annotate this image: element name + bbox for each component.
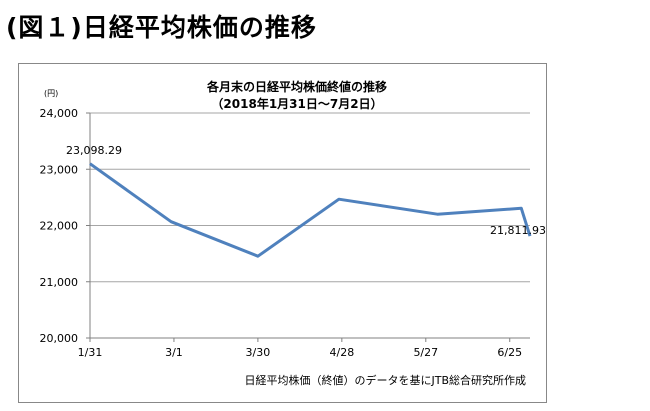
source-note: 日経平均株価（終値）のデータを基にJTB総合研究所作成 [244, 373, 526, 387]
y-tick-label: 23,000 [40, 163, 79, 176]
y-tick-label: 24,000 [40, 107, 79, 120]
page-heading: (図１)日経平均株価の推移 [6, 13, 317, 42]
y-axis-unit: (円) [44, 89, 58, 98]
data-label-last: 21,811.93 [490, 224, 546, 237]
data-label-first: 23,098.29 [66, 144, 122, 157]
x-axis-ticks: 1/31 3/1 3/30 4/28 5/27 6/25 [78, 338, 522, 359]
x-tick-label: 5/27 [413, 346, 438, 359]
x-tick-label: 3/30 [246, 346, 271, 359]
x-tick-label: 1/31 [78, 346, 103, 359]
x-tick-label: 6/25 [497, 346, 522, 359]
y-tick-label: 20,000 [40, 332, 79, 345]
chart-subtitle: （2018年1月31日～7月2日） [211, 96, 382, 111]
gridlines [90, 112, 530, 283]
x-tick-label: 3/1 [165, 346, 183, 359]
x-tick-label: 4/28 [329, 346, 354, 359]
y-tick-label: 22,000 [40, 220, 79, 233]
chart-title: 各月末の日経平均株価終値の推移 [206, 79, 387, 94]
chart-frame [18, 63, 547, 403]
y-tick-label: 21,000 [40, 276, 79, 289]
y-axis-ticks: 24,000 23,000 22,000 21,000 20,000 [40, 107, 90, 345]
series-line [89, 162, 532, 258]
